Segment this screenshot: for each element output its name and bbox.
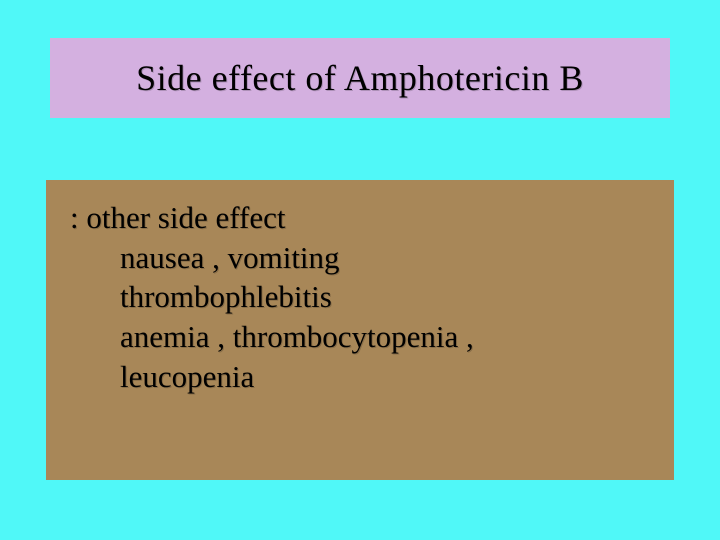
content-box: : other side effect nausea , vomiting th…	[46, 180, 674, 480]
content-line-0: : other side effect	[70, 198, 650, 238]
content-line-4: leucopenia	[70, 357, 650, 397]
content-line-2: thrombophlebitis	[70, 277, 650, 317]
title-box: Side effect of Amphotericin B	[50, 38, 670, 118]
slide-title: Side effect of Amphotericin B	[136, 57, 584, 99]
content-line-3: anemia , thrombocytopenia ,	[70, 317, 650, 357]
content-line-1: nausea , vomiting	[70, 238, 650, 278]
